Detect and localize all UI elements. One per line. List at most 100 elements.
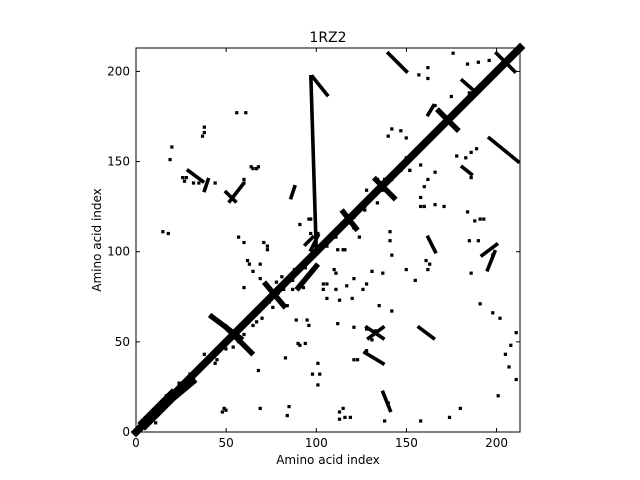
contact-point-186	[465, 100, 470, 104]
contact-point-3	[256, 165, 261, 169]
x-tick-label: 200	[485, 436, 508, 450]
contact-point-212	[348, 415, 352, 420]
contact-segment-4	[261, 280, 288, 310]
contact-point-172	[312, 251, 316, 255]
contact-point-164	[242, 332, 246, 337]
contact-point-47	[283, 356, 288, 360]
contact-point-149	[455, 154, 459, 158]
contact-point-15	[202, 125, 206, 129]
contact-segment-7	[371, 175, 398, 202]
contact-point-181	[408, 157, 412, 162]
contact-point-11	[213, 181, 217, 185]
contact-point-41	[294, 318, 298, 322]
contact-segment-6	[339, 208, 360, 233]
contact-point-209	[337, 410, 342, 414]
contact-point-0	[251, 166, 255, 171]
contact-point-161	[215, 358, 219, 362]
contact-point-109	[433, 170, 437, 174]
contact-segment-1	[168, 377, 198, 404]
contact-point-159	[202, 352, 206, 356]
contact-segment-8	[435, 107, 461, 133]
contact-point-2	[254, 166, 259, 171]
contact-point-140	[411, 152, 416, 156]
contact-point-130	[413, 278, 417, 283]
contact-point-184	[442, 123, 446, 127]
contact-point-69	[363, 204, 367, 209]
contact-point-157	[177, 381, 181, 385]
contact-point-178	[375, 188, 380, 192]
contact-point-111	[417, 147, 421, 151]
contact-point-91	[514, 331, 518, 335]
contact-point-46	[296, 341, 300, 346]
contact-point-165	[251, 323, 255, 328]
contact-point-78	[433, 203, 437, 207]
contact-point-205	[224, 408, 228, 412]
contact-point-175	[346, 221, 351, 225]
contact-point-210	[337, 417, 342, 421]
contact-segment-23	[202, 177, 211, 193]
contact-point-131	[390, 309, 394, 313]
contact-segment-5	[294, 262, 321, 292]
contact-point-180	[397, 166, 401, 171]
contact-point-16	[202, 130, 206, 135]
contact-point-94	[507, 365, 511, 369]
contact-point-162	[224, 347, 228, 351]
contact-point-143	[399, 168, 403, 173]
contact-point-49	[318, 372, 322, 376]
contact-point-182	[419, 147, 423, 151]
contact-point-85	[476, 239, 480, 243]
contact-point-141	[404, 156, 408, 160]
contact-point-95	[514, 377, 518, 382]
contact-segment-21	[362, 350, 386, 366]
contact-point-12	[242, 177, 246, 182]
contact-segment-3	[207, 312, 245, 343]
contact-point-71	[381, 188, 385, 192]
contact-point-170	[292, 273, 297, 277]
contact-point-215	[256, 368, 261, 373]
contact-point-92	[509, 343, 513, 347]
contact-point-103	[334, 287, 338, 292]
contact-point-113	[399, 129, 403, 133]
contact-point-76	[419, 204, 423, 209]
y-tick-label: 0	[122, 425, 130, 439]
contact-point-66	[357, 235, 361, 239]
contact-point-65	[341, 248, 345, 252]
x-tick-label: 100	[305, 436, 328, 450]
contact-point-31	[258, 262, 262, 266]
contact-point-5	[170, 145, 174, 149]
contact-point-197	[282, 287, 286, 292]
contact-point-30	[247, 262, 252, 266]
diagonal-band	[130, 42, 526, 438]
contact-segment-10	[364, 324, 386, 341]
contact-segment-17	[310, 74, 330, 98]
contact-point-150	[464, 156, 468, 160]
contact-point-17	[235, 111, 239, 115]
contact-point-68	[363, 208, 367, 212]
contact-point-28	[236, 235, 241, 239]
contact-point-26	[265, 244, 270, 248]
contact-segment-12	[223, 189, 238, 204]
contact-point-171	[303, 266, 307, 270]
contact-segment-14	[486, 135, 521, 165]
contact-point-105	[345, 284, 349, 288]
contact-point-88	[478, 302, 482, 306]
contact-point-79	[442, 204, 446, 209]
contact-point-198	[291, 287, 295, 292]
contact-point-118	[467, 91, 471, 95]
contact-point-74	[388, 230, 392, 234]
contact-point-59	[325, 296, 329, 301]
contact-point-128	[424, 258, 428, 263]
contact-point-37	[291, 278, 295, 283]
contact-point-1	[249, 165, 253, 169]
contact-point-129	[404, 267, 408, 272]
contact-point-89	[491, 311, 495, 315]
contact-point-42	[305, 318, 309, 322]
axis-ticks: 0 50 100 150 200 0 50 100 150 200	[107, 48, 520, 450]
contact-point-202	[161, 230, 165, 234]
contact-point-188	[485, 80, 489, 84]
plot-frame	[135, 47, 521, 433]
contact-point-84	[467, 239, 471, 243]
contact-point-173	[323, 242, 327, 246]
contact-point-44	[303, 341, 307, 346]
contact-point-122	[465, 62, 470, 66]
